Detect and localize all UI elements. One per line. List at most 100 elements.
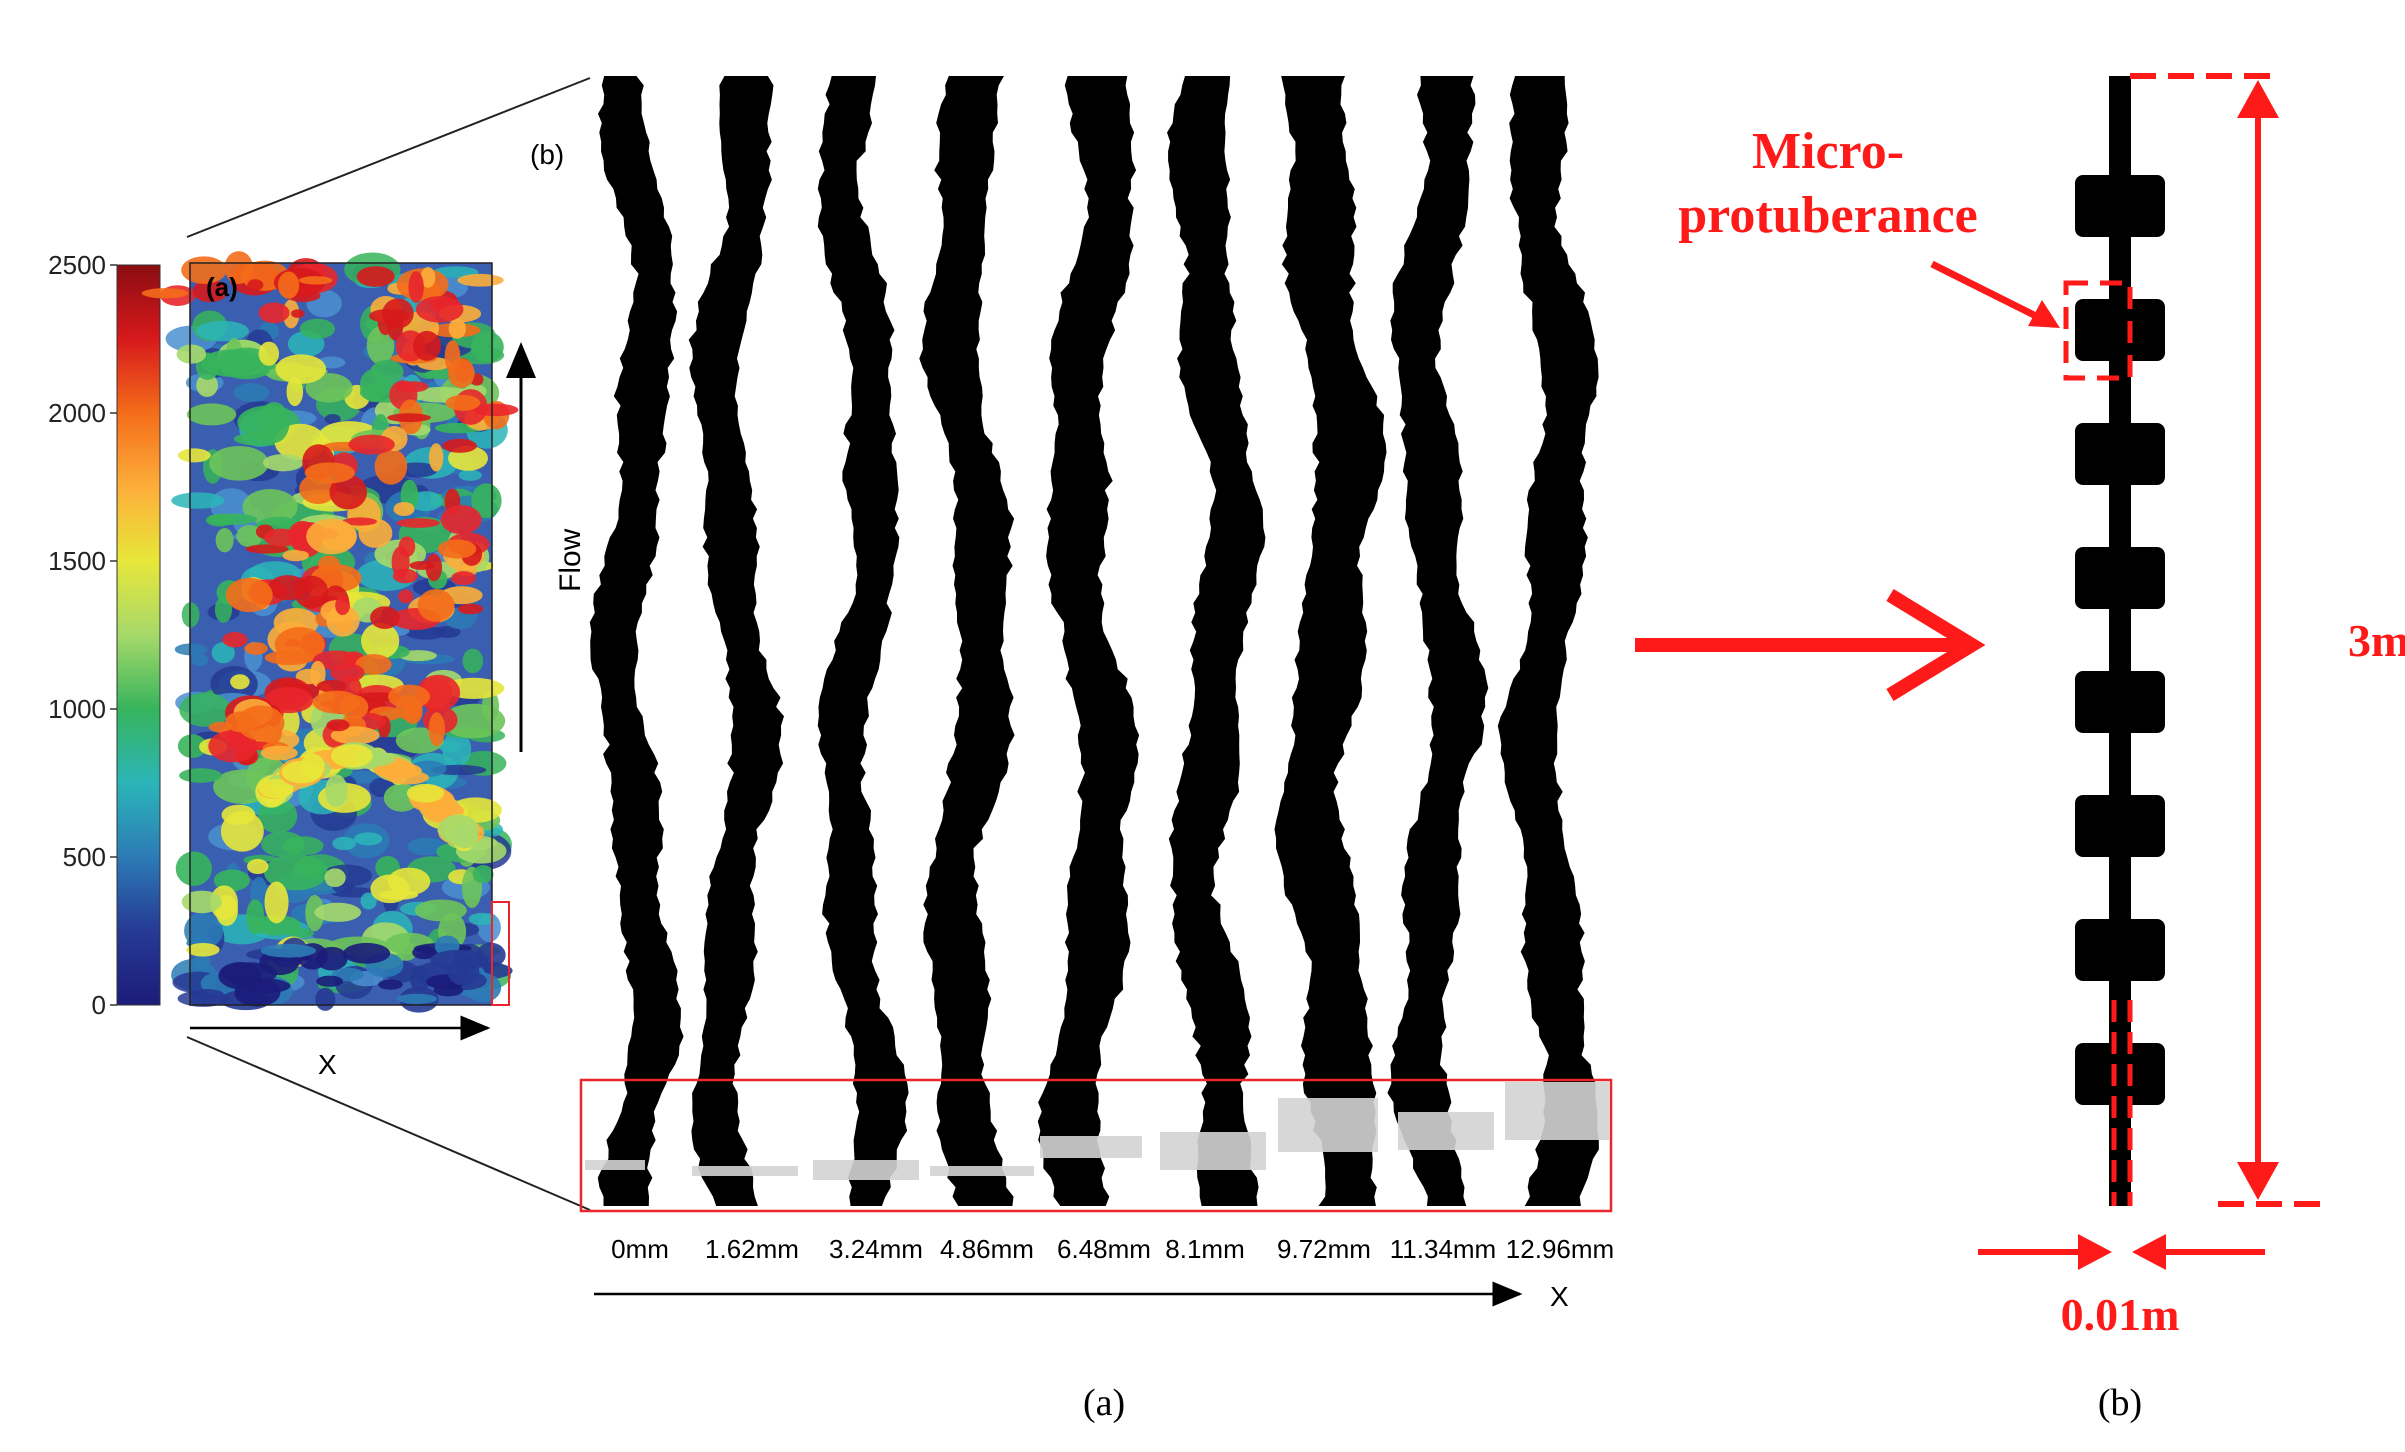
heatmap-blob — [330, 663, 365, 683]
heatmap-blob — [196, 320, 249, 342]
heatmap-blob — [224, 251, 253, 285]
heatmap-blob — [326, 719, 350, 732]
heatmap-blob — [403, 699, 423, 725]
panel-b-label: (b) — [530, 139, 564, 170]
heatmap-blob — [374, 762, 422, 780]
heatmap-blob — [324, 413, 341, 425]
heatmap-blob — [448, 318, 466, 339]
heatmap-blob — [221, 804, 256, 825]
protuberance-block — [2075, 671, 2165, 733]
heatmap-blob — [413, 330, 441, 361]
heatmap-blob — [275, 354, 327, 384]
heatmap-blob — [176, 344, 207, 364]
heatmap-blob — [407, 837, 446, 856]
heatmap-blob — [415, 296, 464, 323]
heatmap-blob — [414, 899, 467, 922]
heatmap-blob — [294, 575, 329, 609]
heatmap-blob — [258, 778, 294, 799]
heatmap-blob — [304, 462, 355, 484]
heatmap-blob — [247, 858, 269, 875]
aperture-segment — [813, 1160, 919, 1180]
heatmap-blob — [370, 359, 404, 385]
heatmap-blob — [417, 589, 455, 622]
aperture-segment — [1040, 1136, 1142, 1158]
heatmap-blob — [409, 561, 435, 570]
protuberance-block — [2075, 1043, 2165, 1105]
caption-b: (b) — [2098, 1382, 2142, 1424]
heatmap-blob — [335, 596, 350, 616]
heatmap-blob — [393, 501, 415, 517]
heatmap-blob — [282, 549, 309, 562]
heatmap-x-label: X — [318, 1049, 337, 1080]
position-labels: 0mm 1.62mm 3.24mm 4.86mm 6.48mm 8.1mm 9.72mm 11… — [611, 1234, 1614, 1264]
panel-a-label: (a) — [206, 272, 238, 302]
heatmap-blob — [472, 865, 494, 884]
aperture-segment — [692, 1166, 798, 1176]
heatmap-blob — [398, 536, 416, 558]
heatmap-blob — [246, 899, 265, 935]
micro-pointer-head — [2028, 300, 2060, 328]
position-label: 3.24mm — [829, 1234, 923, 1264]
heatmap-blob — [470, 331, 504, 363]
heatmap-blob — [300, 753, 325, 780]
heatmap-blob — [366, 326, 395, 365]
heatmap-blob — [181, 890, 222, 914]
heatmap-highlight-box — [491, 901, 510, 1006]
protuberance-block — [2075, 299, 2165, 361]
heatmap-blob — [395, 381, 429, 393]
position-label: 1.62mm — [705, 1234, 799, 1264]
heatmap-blob — [298, 276, 333, 285]
heatmap-blob — [445, 394, 481, 411]
heatmap-blob — [378, 979, 403, 990]
position-label: 9.72mm — [1277, 1234, 1371, 1264]
position-label: 11.34mm — [1390, 1234, 1496, 1264]
heatmap-blob — [412, 945, 437, 960]
heatmap-blob — [171, 492, 225, 509]
heatmap-blob — [175, 851, 212, 886]
position-label: 12.96mm — [1506, 1234, 1614, 1264]
heatmap-blob — [408, 271, 424, 304]
heatmap-blob — [438, 814, 479, 845]
heatmap-blob — [330, 726, 380, 745]
heatmap-blob — [353, 832, 383, 846]
heatmap-blob — [457, 273, 504, 287]
heatmap-blob — [264, 854, 328, 891]
width-arrow-left-head — [2078, 1234, 2112, 1270]
heatmap-blob — [237, 705, 285, 741]
protuberance-blocks — [2075, 175, 2165, 1105]
heatmap-blob — [406, 783, 445, 803]
heatmap-blob — [471, 483, 502, 519]
length-label: 3m — [2348, 615, 2405, 666]
heatmap-blob — [396, 993, 438, 1005]
heatmap-blob — [370, 606, 400, 629]
heatmap-blob — [236, 524, 263, 548]
heatmap-blob — [462, 648, 484, 674]
heatmap-blob — [218, 962, 262, 990]
heatmap-blob — [186, 403, 237, 426]
width-arrow-right-head — [2132, 1234, 2166, 1270]
heatmap-blob — [388, 684, 431, 709]
heatmap-blob — [264, 881, 289, 924]
heatmap-panel — [141, 251, 519, 1013]
heatmap-blob — [396, 518, 440, 528]
heatmap-blob — [257, 798, 298, 834]
heatmap-blob — [332, 836, 356, 851]
length-arrow-bottom — [2237, 1162, 2279, 1200]
heatmap-blob — [179, 692, 231, 727]
protuberance-block — [2075, 547, 2165, 609]
protuberance-block — [2075, 919, 2165, 981]
heatmap-blob — [361, 622, 400, 660]
heatmap-blob — [318, 555, 340, 574]
heatmap-blob — [290, 309, 305, 318]
heatmap-blob — [174, 643, 208, 656]
heatmap-blob — [258, 401, 290, 444]
left-figure: 2500 2000 1500 1000 500 0 (a) X Flow (b) 0mm 1… — [48, 76, 1614, 1424]
fracture-profile — [1497, 76, 1599, 1206]
heatmap-blob — [355, 654, 392, 675]
heatmap-blob — [233, 383, 270, 402]
heatmap-blob — [258, 302, 290, 324]
position-label: 0mm — [611, 1234, 669, 1264]
heatmap-blob — [177, 734, 207, 758]
heatmap-blob — [207, 513, 258, 525]
colorbar-ticks: 2500 2000 1500 1000 500 0 — [48, 250, 117, 1020]
